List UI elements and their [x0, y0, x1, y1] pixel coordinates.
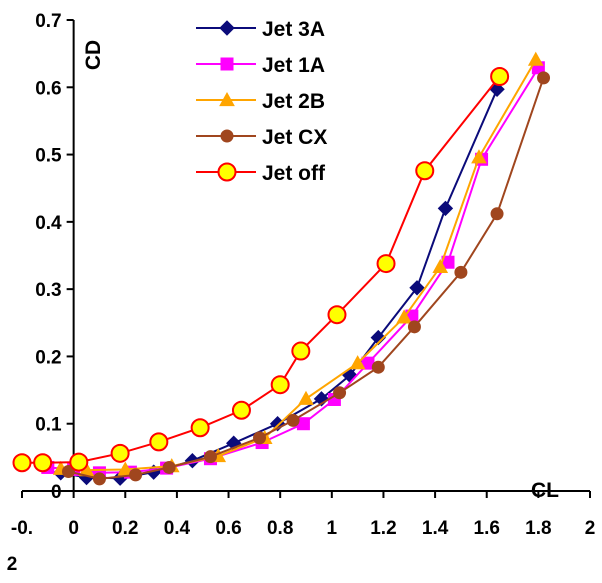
data-point: [286, 413, 300, 427]
data-point: [333, 386, 347, 400]
legend: Jet 3A Jet 1A Jet 2B Jet CX Jet off: [196, 18, 327, 185]
y-tick-label: 0.7: [35, 11, 61, 32]
data-point: [298, 390, 314, 405]
y-tick-label: 0: [51, 482, 62, 503]
x-axis-title: CL: [531, 479, 559, 502]
x-tick-label: -0. 2: [7, 518, 33, 575]
legend-item: Jet CX: [196, 126, 327, 149]
data-point: [253, 431, 267, 445]
data-point: [527, 51, 544, 66]
legend-label: Jet 1A: [262, 54, 325, 77]
data-point: [409, 280, 425, 296]
data-point: [415, 161, 435, 181]
series-jet-off: [12, 67, 510, 473]
y-axis-title: CD: [82, 40, 105, 70]
data-point: [454, 265, 468, 279]
x-tick-label: 0.6: [215, 518, 241, 539]
legend-marker: [219, 20, 235, 36]
data-point: [349, 355, 366, 370]
y-tick-label: 0.5: [35, 146, 62, 167]
data-point: [396, 309, 412, 324]
x-tick-label: 1: [327, 518, 338, 539]
x-tick-label: 0.8: [267, 518, 293, 539]
x-tick-label: 1.4: [422, 518, 449, 539]
y-tick-label: 0.1: [35, 415, 62, 436]
x-tick-label: 0.2: [112, 518, 138, 539]
data-point: [376, 254, 396, 274]
legend-item: Jet 2B: [196, 90, 325, 113]
axes: 0 0.1 0.2 0.3 0.4 0.5 0.6 0.7 -0. 2 0 0.2 0.4 0.6 0.8…: [7, 11, 596, 575]
y-tick-label: 0.6: [35, 78, 61, 99]
legend-label: Jet off: [262, 162, 326, 185]
data-point: [33, 453, 53, 473]
x-tick-label: 1.2: [370, 518, 396, 539]
data-point: [69, 452, 89, 472]
legend-item: Jet 3A: [196, 18, 325, 41]
y-ticks: 0 0.1 0.2 0.3 0.4 0.5 0.6 0.7: [35, 11, 74, 503]
legend-marker: [217, 162, 237, 182]
legend-item: Jet 1A: [196, 54, 325, 77]
legend-label: Jet 3A: [262, 18, 325, 41]
data-point: [432, 258, 449, 274]
legend-marker: [219, 91, 235, 107]
series-jet-cx: [61, 71, 551, 486]
data-point: [437, 200, 454, 217]
series-line: [60, 59, 537, 472]
data-point: [12, 453, 32, 473]
data-point: [270, 375, 290, 395]
y-tick-label: 0.2: [35, 347, 61, 368]
y-tick-label: 0.4: [35, 213, 62, 234]
data-point: [203, 450, 217, 464]
legend-marker: [220, 57, 234, 71]
y-tick-label: 0.3: [35, 280, 61, 301]
legend-marker: [220, 129, 234, 143]
legend-label: Jet 2B: [262, 90, 325, 113]
x-tick-label: 0.4: [164, 518, 191, 539]
data-point: [490, 207, 504, 221]
data-point: [110, 443, 130, 463]
data-point: [92, 472, 106, 486]
x-tick-label: 2: [585, 518, 596, 539]
x-tick-label: 1.8: [525, 518, 551, 539]
data-point: [190, 418, 210, 438]
data-point: [537, 71, 551, 85]
data-point: [291, 341, 311, 361]
data-point: [149, 432, 169, 452]
legend-item: Jet off: [196, 162, 326, 185]
data-point: [370, 329, 386, 346]
data-point: [490, 67, 510, 87]
data-point: [61, 464, 75, 478]
series-layer: [12, 51, 551, 486]
data-point: [162, 460, 176, 474]
data-point: [231, 400, 251, 420]
data-point: [129, 468, 143, 482]
x-tick-label: 0: [68, 518, 79, 539]
series-line: [22, 75, 501, 464]
data-point: [407, 320, 421, 334]
x-ticks: -0. 2 0 0.2 0.4 0.6 0.8 1 1.2 1.4 1.6 1.8 2: [7, 491, 596, 575]
data-point: [327, 305, 347, 325]
legend-label: Jet CX: [262, 126, 327, 149]
data-point: [371, 360, 385, 374]
data-point: [471, 149, 487, 164]
x-tick-label: 1.6: [474, 518, 500, 539]
